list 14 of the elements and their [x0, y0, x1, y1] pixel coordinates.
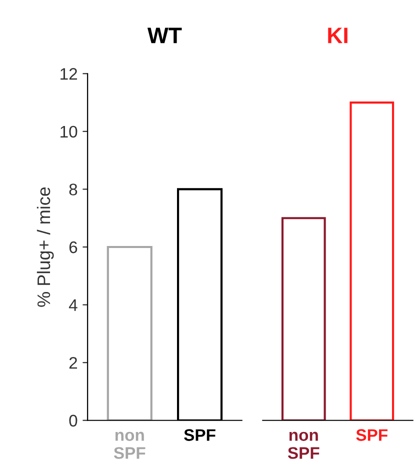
- y-tick-label: 4: [68, 299, 78, 311]
- chart-title: WT: [147, 28, 182, 44]
- x-tick-label: SPF: [356, 429, 388, 441]
- y-tick-label: 12: [60, 68, 78, 80]
- x-tick-label: SPF: [184, 429, 216, 441]
- y-tick-label: 10: [60, 126, 78, 138]
- y-tick-label: 8: [69, 184, 78, 196]
- y-tick-label: 2: [69, 356, 78, 369]
- x-tick-label: non SPF: [288, 432, 320, 459]
- chart-title: KI: [328, 28, 348, 44]
- y-tick-label: 6: [69, 241, 78, 254]
- y-axis-title: % Plug+ / mice: [36, 187, 54, 307]
- x-tick-label: non SPF: [114, 432, 146, 459]
- y-tick-label: 0: [69, 414, 78, 427]
